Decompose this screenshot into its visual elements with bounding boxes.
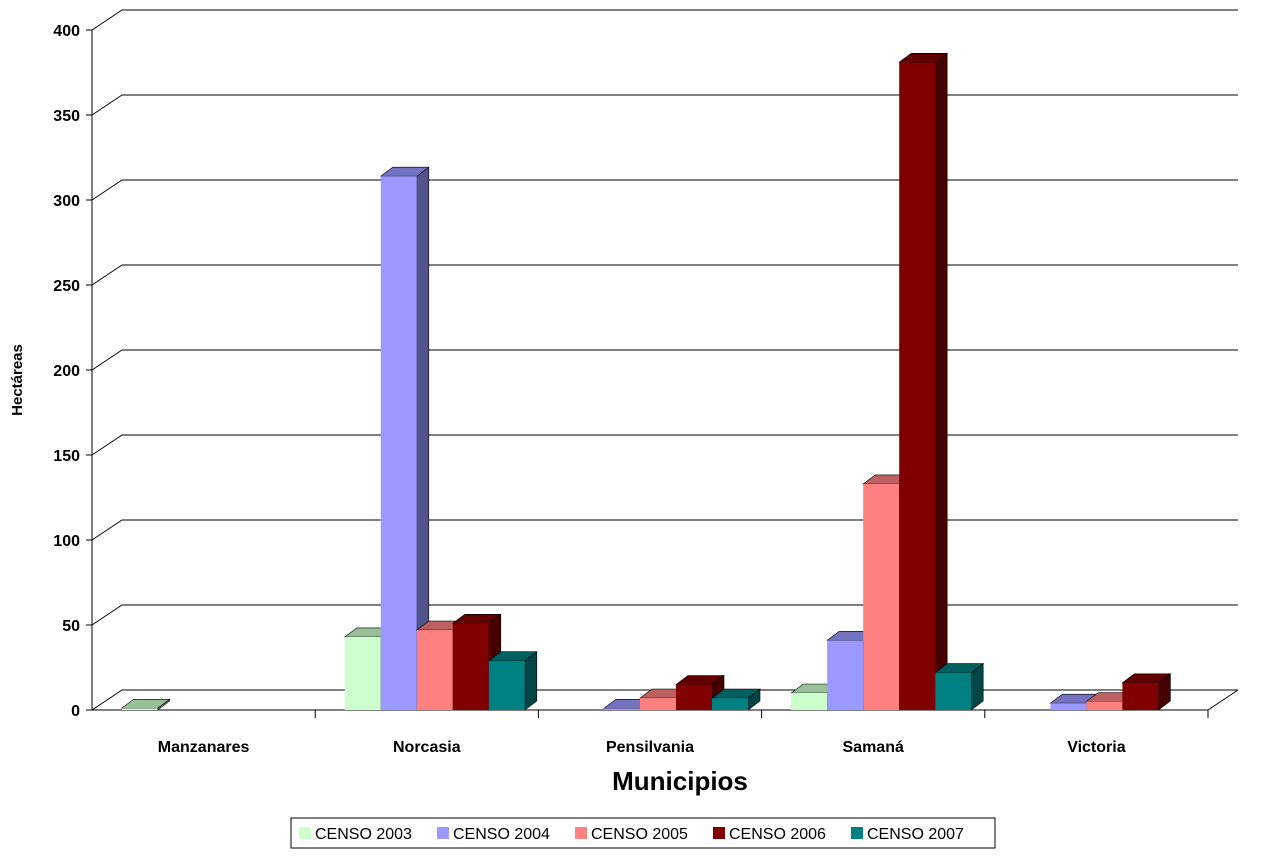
bar-front — [416, 630, 453, 710]
bar-front — [712, 698, 748, 710]
bar-front — [380, 176, 417, 710]
x-tick-label: Manzanares — [158, 739, 250, 756]
bar-front — [1122, 682, 1159, 710]
bar-side — [934, 52, 948, 711]
y-tick-label: 400 — [53, 23, 80, 40]
bar-front — [1086, 701, 1123, 710]
legend-label: CENSO 2006 — [729, 826, 826, 843]
legend-label: CENSO 2003 — [315, 826, 412, 843]
gridline-depth — [91, 94, 123, 116]
legend-label: CENSO 2005 — [591, 826, 688, 843]
bar-front — [863, 483, 900, 710]
y-tick-label: 100 — [53, 533, 80, 550]
bar-front — [1050, 703, 1087, 710]
legend-label: CENSO 2004 — [453, 826, 550, 843]
gridline-depth — [91, 689, 123, 711]
legend-swatch — [713, 827, 725, 839]
gridlines — [91, 9, 1238, 711]
bar — [1121, 673, 1172, 711]
bar-front — [121, 708, 158, 710]
x-tick-label: Samaná — [843, 739, 904, 756]
legend-label: CENSO 2007 — [867, 826, 964, 843]
legend-swatch — [437, 827, 449, 839]
bar — [711, 688, 761, 711]
legend-swatch — [575, 827, 587, 839]
bar — [379, 166, 430, 711]
axis-labels: 0 50 100 150 200 250 300 350 400 Manzanares Norcas… — [53, 23, 1125, 756]
legend-box — [290, 817, 996, 849]
bar-front — [640, 698, 676, 710]
bar-top — [120, 698, 171, 709]
legend-swatch — [851, 827, 863, 839]
gridline-depth — [91, 264, 123, 286]
y-tick-label: 250 — [53, 278, 80, 295]
bar — [120, 698, 171, 711]
bar-front — [604, 708, 640, 710]
bar-front — [935, 672, 972, 710]
bar-front — [488, 660, 525, 710]
bar-front — [827, 640, 864, 710]
y-tick-label: 50 — [62, 618, 80, 635]
bar-front — [344, 636, 381, 710]
gridline-depth — [91, 349, 123, 371]
y-tick-label: 0 — [71, 703, 80, 720]
x-axis-depth — [1207, 689, 1239, 711]
bar — [934, 662, 985, 711]
bar — [487, 651, 538, 711]
x-tick-label: Victoria — [1067, 739, 1126, 756]
y-tick-label: 350 — [53, 108, 80, 125]
legend-swatch — [299, 827, 311, 839]
bar — [898, 52, 949, 711]
y-tick-label: 200 — [53, 363, 80, 380]
axes — [86, 29, 1239, 718]
x-tick-label: Norcasia — [393, 739, 461, 756]
x-tick-label: Pensilvania — [606, 739, 694, 756]
y-tick-label: 150 — [53, 448, 80, 465]
bar-front — [676, 684, 712, 710]
bar-front — [791, 693, 828, 710]
bar-side — [524, 651, 538, 711]
bar-front — [452, 623, 489, 710]
gridline-depth — [91, 434, 123, 456]
gridline-depth — [91, 179, 123, 201]
x-axis-title: Municipios — [612, 766, 748, 796]
y-tick-label: 300 — [53, 193, 80, 210]
bar-front — [899, 62, 936, 711]
gridline-depth — [91, 9, 123, 31]
gridline-depth — [91, 519, 123, 541]
bars — [120, 52, 1172, 711]
legend: CENSO 2003 CENSO 2004 CENSO 2005 CENSO 2006… — [290, 817, 996, 849]
gridline-depth — [91, 604, 123, 626]
y-axis-title: Hectáreas — [9, 344, 26, 416]
